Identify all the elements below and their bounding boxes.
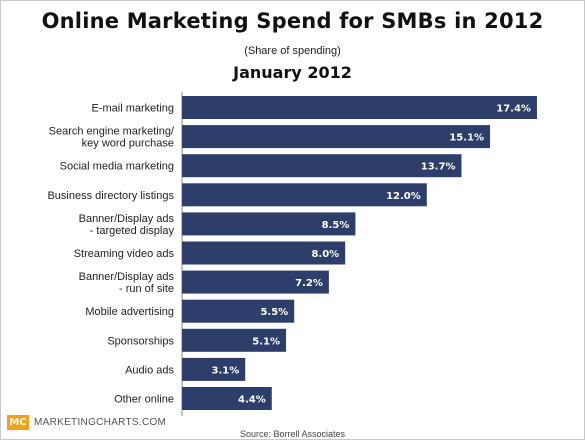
value-label: 12.0% [386, 191, 421, 202]
bar [182, 357, 246, 381]
value-label: 5.5% [260, 307, 288, 318]
source-note: Source: Borrell Associates [239, 429, 346, 439]
category-label: - run of site [119, 283, 174, 295]
category-label: E-mail marketing [91, 103, 174, 115]
category-label: key word purchase [82, 138, 174, 150]
category-label: Social media marketing [60, 161, 174, 173]
bar [182, 154, 462, 178]
category-label: Mobile advertising [85, 306, 174, 318]
category-label: Business directory listings [47, 190, 174, 202]
value-label: 8.0% [311, 249, 339, 260]
bar [182, 270, 329, 294]
value-label: 15.1% [449, 133, 484, 144]
value-label: 5.1% [252, 336, 280, 347]
category-label: Banner/Display ads [79, 213, 175, 225]
value-label: 7.2% [295, 278, 323, 289]
category-label: Audio ads [125, 364, 174, 376]
value-label: 13.7% [421, 162, 456, 173]
bar-chart: 17.4% E-mail marketing 15.1% Search engine … [47, 92, 537, 417]
bar [182, 212, 356, 236]
value-label: 3.1% [212, 365, 240, 376]
bar [182, 328, 287, 352]
category-label: Sponsorships [107, 335, 174, 347]
bar [182, 241, 346, 265]
value-label: 4.4% [238, 395, 266, 406]
category-label: - targeted display [90, 225, 175, 237]
marketingcharts-logo: MC [7, 415, 29, 430]
brand: MC MARKETINGCHARTS.COM [7, 415, 166, 430]
bar [182, 387, 272, 410]
bar [182, 299, 295, 323]
category-label: Other online [114, 394, 174, 406]
category-label: Streaming video ads [74, 248, 175, 260]
value-label: 17.4% [496, 104, 531, 115]
bar [182, 96, 537, 119]
bar [182, 183, 427, 207]
brand-name: MARKETINGCHARTS.COM [34, 417, 167, 428]
chart-date: January 2012 [233, 63, 352, 82]
bar [182, 125, 491, 149]
value-label: 8.5% [322, 220, 350, 231]
category-label: Banner/Display ads [79, 271, 175, 283]
chart-subtitle: (Share of spending) [244, 45, 341, 57]
category-label: Search engine marketing/ [49, 126, 175, 138]
chart-title: Online Marketing Spend for SMBs in 2012 [41, 9, 544, 33]
